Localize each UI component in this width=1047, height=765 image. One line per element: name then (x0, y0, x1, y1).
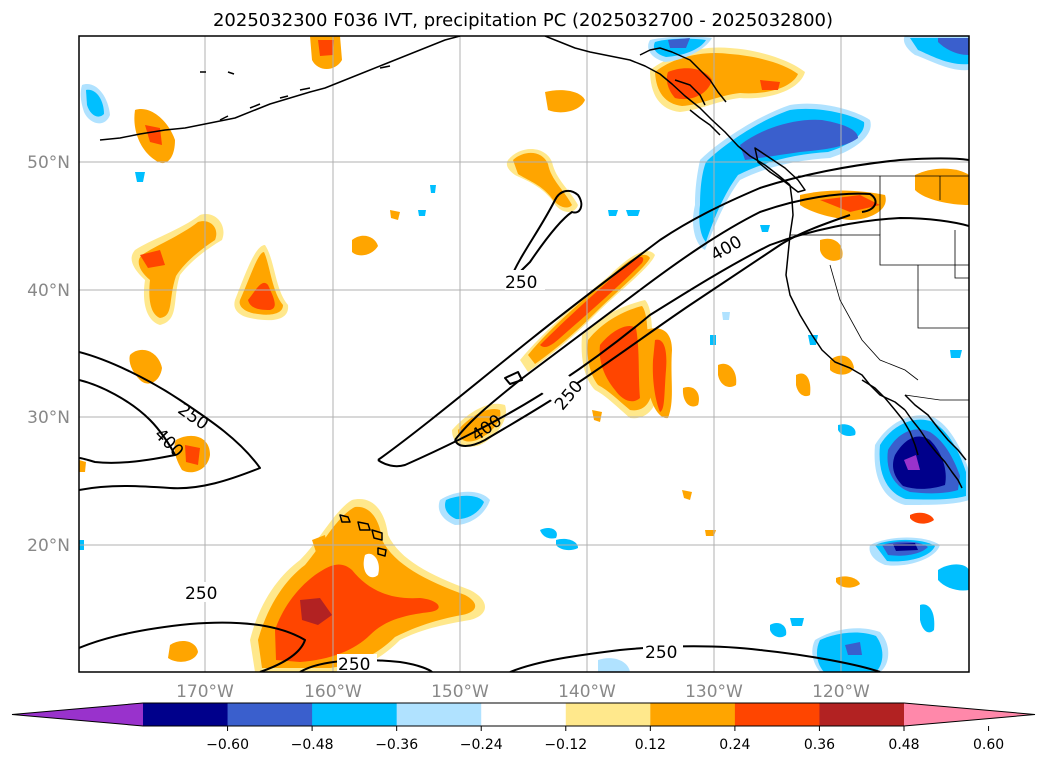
colorbar-tick-label: 0.12 (635, 737, 666, 753)
colorbar-segment (650, 703, 736, 726)
coastlines (99, 36, 967, 557)
lat-label-40n: 40°N (27, 281, 70, 301)
ivt-contours (79, 157, 969, 672)
longitude-labels: 170°W 160°W 150°W 140°W 130°W 120°W (176, 682, 870, 702)
colorbar-tick-label: 0.36 (804, 737, 835, 753)
colorbar-tick-label: −0.36 (375, 737, 418, 753)
lon-label-160w: 160°W (304, 682, 362, 702)
lat-label-30n: 30°N (27, 408, 70, 428)
colorbar: −0.60 −0.48 −0.36 −0.24 −0.12 0.12 0.24 0.36 0.4… (11, 702, 1036, 753)
colorbar-tick-label: 0.24 (719, 737, 750, 753)
colorbar-segment (396, 703, 482, 726)
colorbar-tick-label: −0.60 (206, 737, 249, 753)
contour-label-250-sw: 250 (185, 584, 217, 604)
colorbar-segment (227, 703, 313, 726)
lon-label-150w: 150°W (431, 682, 489, 702)
colorbar-segment (481, 703, 567, 726)
colorbar-tick-label: −0.24 (460, 737, 503, 753)
lat-label-50n: 50°N (27, 153, 70, 173)
lat-label-20n: 20°N (27, 536, 70, 556)
colorbar-outline (11, 702, 1036, 727)
borders (790, 175, 969, 401)
lon-label-130w: 130°W (685, 682, 743, 702)
map-panel: 250 250 400 400 250 400 250 250 250 (78, 35, 970, 675)
colorbar-tick-label: 0.48 (888, 737, 919, 753)
colorbar-tick-label: −0.12 (544, 737, 587, 753)
contour-label-250-north: 250 (505, 273, 537, 293)
colorbar-segment (312, 703, 398, 726)
colorbar-segment (565, 703, 651, 726)
precip-shading (79, 36, 969, 672)
colorbar-tick-label: 0.60 (973, 737, 1004, 753)
colorbar-segment (143, 703, 229, 726)
map-title: 2025032300 F036 IVT, precipitation PC (2… (213, 10, 833, 31)
colorbar-segment (819, 703, 905, 726)
contour-label-250-south: 250 (338, 655, 370, 675)
latitude-labels: 50°N 40°N 30°N 20°N (27, 153, 70, 556)
lon-label-140w: 140°W (558, 682, 616, 702)
lon-label-170w: 170°W (176, 682, 234, 702)
colorbar-extend-min (12, 703, 143, 726)
colorbar-segment (734, 703, 820, 726)
map-frame (78, 35, 970, 673)
contour-label-250-se: 250 (645, 643, 677, 663)
colorbar-tick-label: −0.48 (291, 737, 334, 753)
lon-label-120w: 120°W (812, 682, 870, 702)
colorbar-extend-max (904, 703, 1035, 726)
